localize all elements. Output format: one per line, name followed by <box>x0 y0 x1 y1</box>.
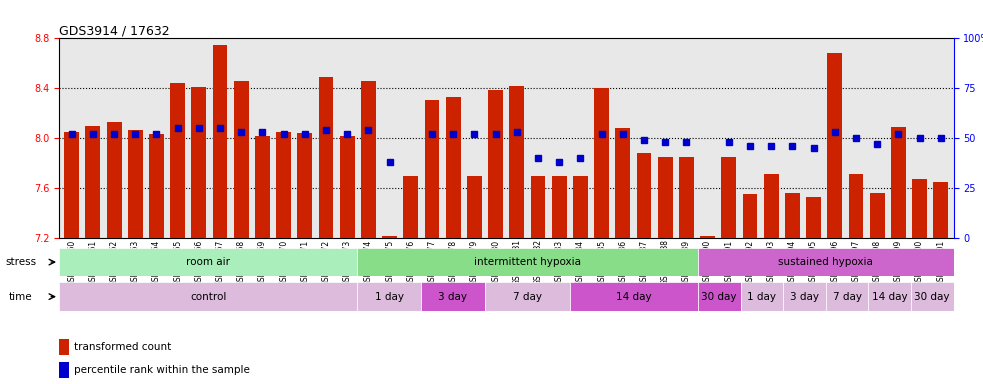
Bar <box>806 197 821 238</box>
Text: transformed count: transformed count <box>74 342 171 352</box>
FancyBboxPatch shape <box>59 282 357 311</box>
Bar <box>722 157 736 238</box>
Bar <box>551 175 566 238</box>
Bar <box>785 193 800 238</box>
Bar <box>509 86 524 238</box>
Bar <box>234 81 249 238</box>
Bar <box>658 157 672 238</box>
Bar <box>59 362 69 378</box>
Text: 7 day: 7 day <box>833 291 861 302</box>
FancyBboxPatch shape <box>357 248 698 276</box>
Bar <box>764 174 779 238</box>
Text: 30 day: 30 day <box>702 291 737 302</box>
Bar <box>403 175 419 238</box>
Text: sustained hypoxia: sustained hypoxia <box>779 257 873 267</box>
Text: 1 day: 1 day <box>375 291 404 302</box>
FancyBboxPatch shape <box>570 282 698 311</box>
Bar <box>128 129 143 238</box>
Bar <box>446 97 461 238</box>
Text: stress: stress <box>5 257 36 267</box>
Bar <box>912 179 927 238</box>
FancyBboxPatch shape <box>59 248 357 276</box>
Bar <box>318 77 333 238</box>
Bar <box>276 132 291 238</box>
Bar <box>891 127 905 238</box>
Bar <box>212 45 227 238</box>
Bar <box>86 126 100 238</box>
Text: control: control <box>190 291 226 302</box>
Bar <box>298 133 313 238</box>
Bar <box>255 136 270 238</box>
Text: 14 day: 14 day <box>872 291 907 302</box>
Text: 3 day: 3 day <box>438 291 468 302</box>
Bar <box>170 83 185 238</box>
Bar <box>828 53 842 238</box>
Bar <box>870 193 885 238</box>
FancyBboxPatch shape <box>783 282 826 311</box>
Bar <box>425 99 439 238</box>
Bar <box>467 175 482 238</box>
Bar <box>361 81 376 238</box>
Text: 3 day: 3 day <box>790 291 819 302</box>
FancyBboxPatch shape <box>698 248 954 276</box>
FancyBboxPatch shape <box>911 282 954 311</box>
Text: intermittent hypoxia: intermittent hypoxia <box>474 257 581 267</box>
Bar <box>107 122 122 238</box>
Bar <box>679 157 694 238</box>
Bar <box>59 339 69 355</box>
Text: 30 day: 30 day <box>914 291 950 302</box>
Bar <box>848 174 863 238</box>
FancyBboxPatch shape <box>357 282 421 311</box>
Text: 7 day: 7 day <box>513 291 542 302</box>
Bar <box>531 175 546 238</box>
Text: room air: room air <box>186 257 230 267</box>
Text: 1 day: 1 day <box>747 291 777 302</box>
Bar <box>637 153 652 238</box>
Bar <box>382 235 397 238</box>
Bar <box>594 88 609 238</box>
Bar <box>340 136 355 238</box>
FancyBboxPatch shape <box>485 282 570 311</box>
FancyBboxPatch shape <box>826 282 868 311</box>
Bar <box>615 128 630 238</box>
Bar <box>489 89 503 238</box>
Bar <box>192 87 206 238</box>
FancyBboxPatch shape <box>868 282 911 311</box>
Bar <box>64 132 79 238</box>
Text: 14 day: 14 day <box>616 291 652 302</box>
Text: time: time <box>9 291 32 302</box>
Text: percentile rank within the sample: percentile rank within the sample <box>74 365 250 375</box>
Bar <box>573 175 588 238</box>
FancyBboxPatch shape <box>740 282 783 311</box>
FancyBboxPatch shape <box>698 282 740 311</box>
FancyBboxPatch shape <box>421 282 485 311</box>
Bar <box>934 182 949 238</box>
Bar <box>742 194 758 238</box>
Bar <box>700 235 715 238</box>
Bar <box>149 134 164 238</box>
Text: GDS3914 / 17632: GDS3914 / 17632 <box>59 24 170 37</box>
